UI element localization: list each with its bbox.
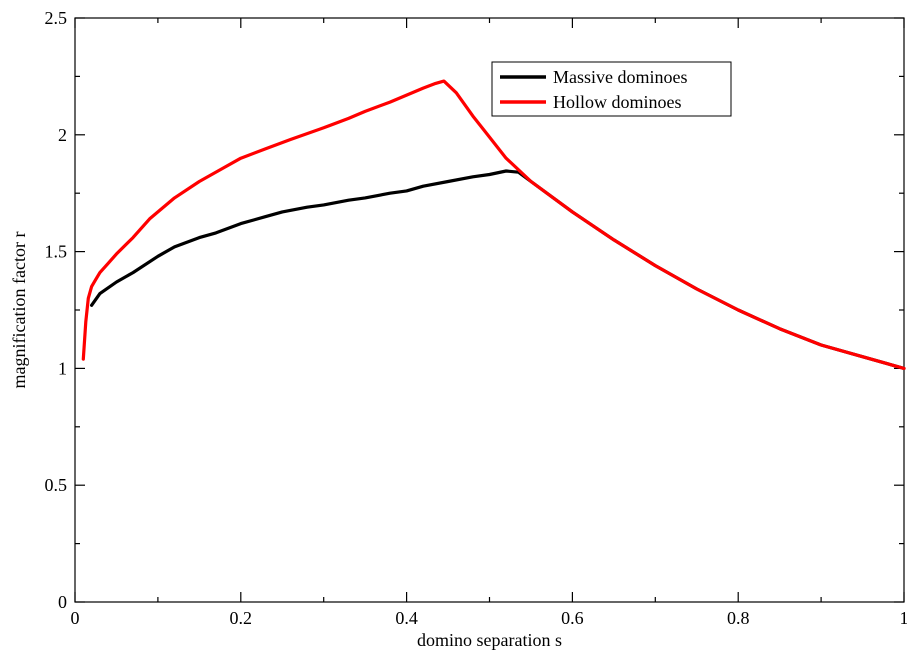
x-tick-label: 0 [71, 608, 80, 628]
x-axis-label: domino separation s [417, 630, 562, 650]
series-lines [81, 79, 906, 370]
x-tick-label: 0.6 [561, 608, 584, 628]
plot-area: 0 0.2 0.4 0.6 0.8 1 0 0.5 1 1.5 2 2.5 [45, 8, 907, 628]
y-tick-label: 0 [58, 592, 67, 612]
x-tick-label: 1 [900, 608, 907, 628]
x-tick-label: 0.8 [727, 608, 750, 628]
y-tick-label: 0.5 [45, 475, 68, 495]
x-tick-label: 0.4 [395, 608, 418, 628]
plot-frame [74, 17, 905, 603]
y-axis-label: magnification factor r [9, 232, 29, 389]
legend: Massive dominoes Hollow dominoes [491, 61, 732, 117]
x-tick-label: 0.2 [230, 608, 253, 628]
y-tick-label: 2 [58, 125, 67, 145]
legend-box [491, 61, 732, 117]
legend-label-massive: Massive dominoes [553, 67, 688, 87]
legend-label-hollow: Hollow dominoes [553, 92, 682, 112]
axis-tick-labels: 0 0.2 0.4 0.6 0.8 1 0 0.5 1 1.5 2 2.5 [45, 8, 907, 628]
y-tick-label: 2.5 [45, 8, 68, 28]
axis-ticks [74, 17, 905, 603]
series-line-hollow [81, 79, 906, 370]
series-line-massive [89, 169, 906, 370]
y-tick-label: 1 [58, 358, 67, 378]
y-tick-label: 1.5 [45, 242, 68, 262]
